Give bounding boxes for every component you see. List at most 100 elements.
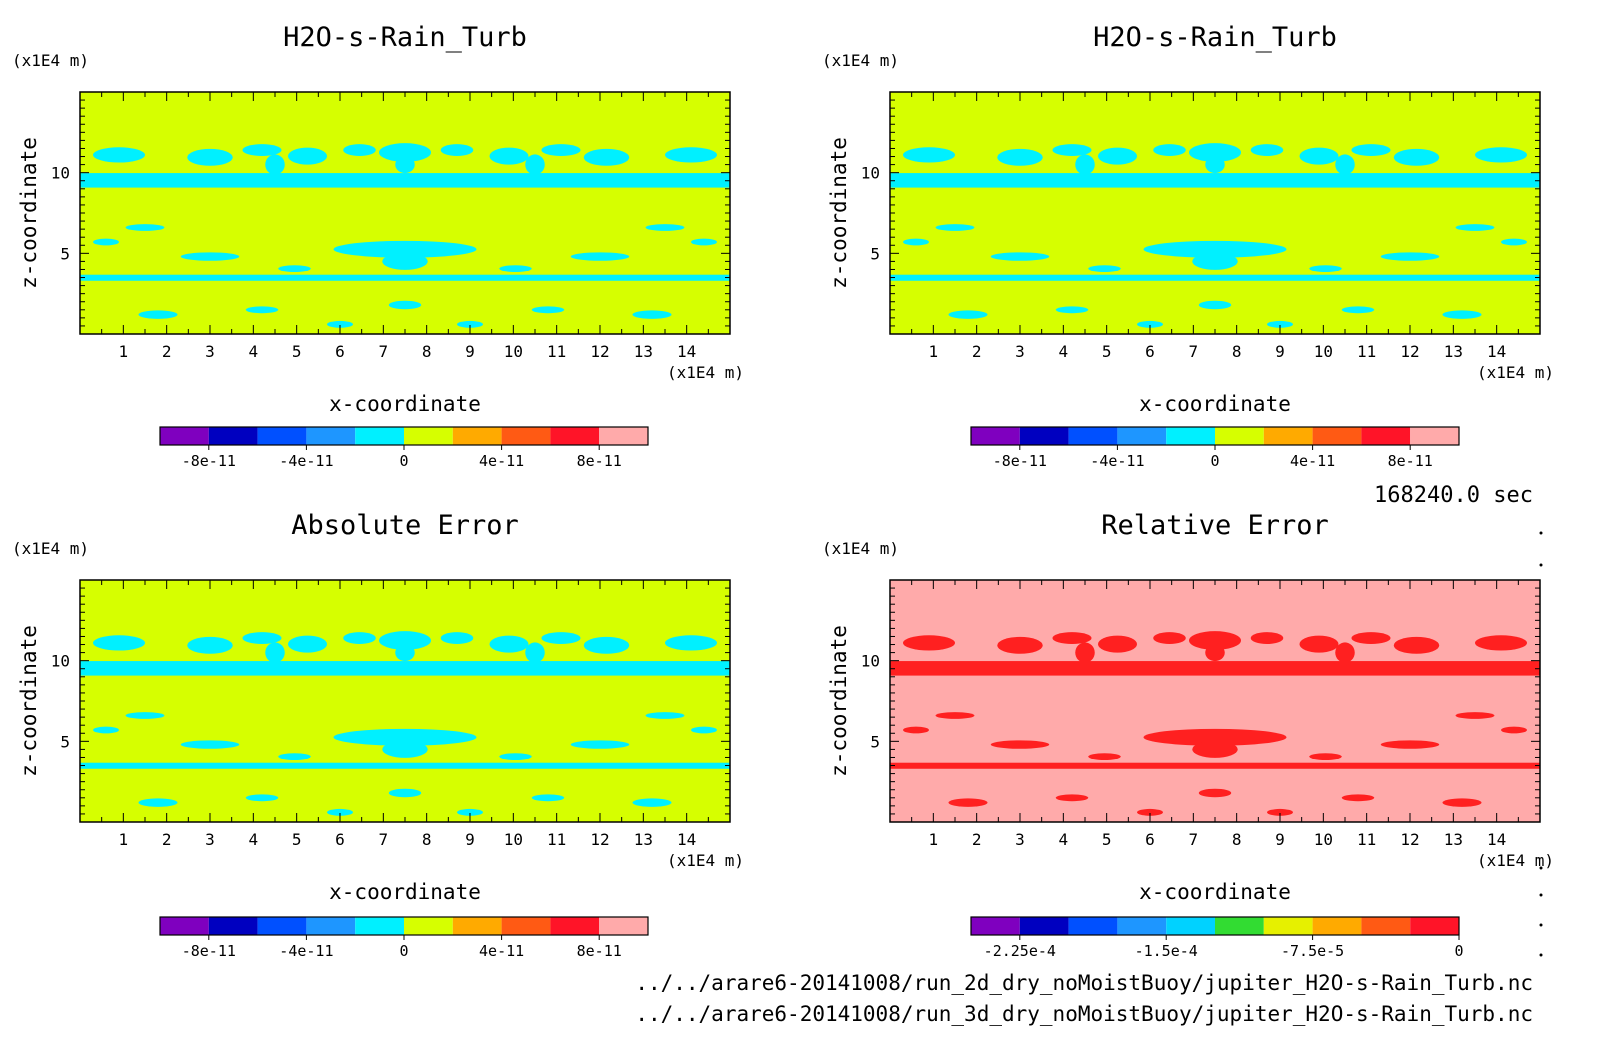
- x-tick-label: 12: [590, 830, 609, 849]
- x-tick-label: 11: [547, 342, 566, 361]
- contour-blob: [388, 300, 422, 310]
- x-axis-label: x-coordinate: [329, 880, 481, 904]
- x-tick-label: 9: [1275, 342, 1285, 361]
- x-tick-label: 10: [504, 342, 523, 361]
- colorbar-tick-label: -7.5e-5: [1281, 942, 1344, 960]
- colorbar-frame: [970, 916, 1460, 936]
- contour-blob: [489, 635, 529, 653]
- contour-blob: [499, 265, 532, 273]
- x-tick-label: 3: [205, 830, 215, 849]
- plot-background: [80, 580, 730, 822]
- x-tick-label: 12: [590, 342, 609, 361]
- colorbar-swatch: [1117, 917, 1167, 935]
- contour-band: [890, 274, 1540, 281]
- contour-blob: [1442, 798, 1482, 807]
- x-tick-label: 5: [1102, 342, 1112, 361]
- y-unit-label: (x1E4 m): [822, 539, 899, 558]
- panel-title: H2O-s-Rain_Turb: [283, 22, 527, 53]
- contour-blob: [379, 631, 431, 650]
- contour-blob: [948, 798, 988, 807]
- colorbar-tick-label: 8e-11: [577, 942, 622, 960]
- contour-band: [80, 669, 730, 676]
- contour-blob: [948, 310, 988, 319]
- x-tick-label: 11: [547, 830, 566, 849]
- contour-blob: [1198, 788, 1232, 798]
- colorbar-tick-label: -1.5e-4: [1135, 942, 1198, 960]
- colorbar-swatch: [404, 427, 453, 445]
- colorbar-tick-label: 8e-11: [577, 452, 622, 470]
- colorbar-tick-label: 4e-11: [479, 452, 524, 470]
- contour-blob: [583, 148, 630, 166]
- x-tick-label: 2: [162, 830, 172, 849]
- x-tick-label: 8: [1232, 342, 1242, 361]
- y-axis-label: z-coordinate: [17, 625, 41, 777]
- contour-band: [890, 181, 1540, 188]
- colorbar-tick-label: 0: [399, 452, 408, 470]
- contour-blob: [1309, 753, 1342, 761]
- contour-blob: [333, 728, 477, 746]
- x-tick-label: 12: [1400, 830, 1419, 849]
- contour-blob: [570, 740, 630, 749]
- colorbar-tick-label: -4e-11: [279, 942, 333, 960]
- contour-blob: [245, 794, 279, 802]
- contour-blob: [1380, 740, 1440, 749]
- contour-blob: [457, 320, 483, 328]
- colorbar-swatch: [1361, 427, 1411, 445]
- contour-band: [80, 173, 730, 184]
- contour-blob: [125, 712, 165, 719]
- colorbar-tick-label: 4e-11: [479, 942, 524, 960]
- panel-4: Relative Error(x1E4 m)(x1E4 m)1 2 3 4 5 6 7 8 9 1…: [822, 510, 1554, 960]
- colorbar-swatch: [257, 917, 307, 935]
- x-tick-label: 2: [162, 342, 172, 361]
- contour-blob: [1309, 265, 1342, 273]
- contour-blob: [1299, 147, 1339, 165]
- y-tick-label: 5: [60, 244, 70, 263]
- panel-title: Relative Error: [1101, 510, 1329, 541]
- y-axis-label: z-coordinate: [827, 625, 851, 777]
- x-tick-label: 5: [292, 342, 302, 361]
- contour-blob: [327, 808, 353, 816]
- colorbar-tick-label: -4e-11: [279, 452, 333, 470]
- x-tick-label: 9: [1275, 830, 1285, 849]
- x-tick-label: 3: [1015, 342, 1025, 361]
- contour-blob: [903, 726, 929, 734]
- contour-blob: [1192, 740, 1238, 758]
- colorbar: -2.25e-4 -1.5e-4 -7.5e-5 0: [970, 916, 1464, 960]
- colorbar-swatch: [599, 917, 648, 935]
- x-tick-label: 10: [1314, 342, 1333, 361]
- contour-blob: [242, 632, 282, 645]
- contour-blob: [1267, 808, 1293, 816]
- file-path-2: ../../arare6-20141008/run_3d_dry_noMoist…: [635, 1002, 1533, 1026]
- contour-blob: [1143, 240, 1287, 258]
- colorbar-swatch: [1410, 917, 1459, 935]
- colorbar-swatch: [550, 427, 600, 445]
- contour-blob: [1335, 642, 1355, 663]
- contour-blob: [93, 147, 145, 163]
- contour-band: [80, 181, 730, 188]
- contour-blob: [997, 636, 1043, 654]
- contour-blob: [440, 632, 474, 645]
- plot-background: [890, 580, 1540, 822]
- x-axis-label: x-coordinate: [329, 392, 481, 416]
- time-label: 168240.0 sec: [1374, 483, 1533, 508]
- contour-blob: [531, 794, 565, 802]
- x-tick-label: 9: [465, 342, 475, 361]
- contour-blob: [903, 238, 929, 246]
- contour-blob: [665, 635, 717, 651]
- contour-blob: [1055, 306, 1089, 314]
- x-tick-label: 6: [335, 830, 345, 849]
- colorbar-swatch: [1117, 427, 1167, 445]
- contour-blob: [570, 252, 630, 261]
- x-tick-label: 10: [504, 830, 523, 849]
- contour-blob: [1137, 320, 1163, 328]
- colorbar-tick-label: 0: [1454, 942, 1463, 960]
- colorbar-swatch: [1215, 427, 1264, 445]
- contour-blob: [1205, 644, 1225, 662]
- contour-blob: [1501, 726, 1527, 734]
- contour-blob: [583, 636, 630, 654]
- colorbar-swatch: [971, 427, 1020, 445]
- contour-blob: [138, 310, 178, 319]
- margin-dot: [1539, 563, 1543, 567]
- x-tick-label: 6: [1145, 830, 1155, 849]
- contour-blob: [1380, 252, 1440, 261]
